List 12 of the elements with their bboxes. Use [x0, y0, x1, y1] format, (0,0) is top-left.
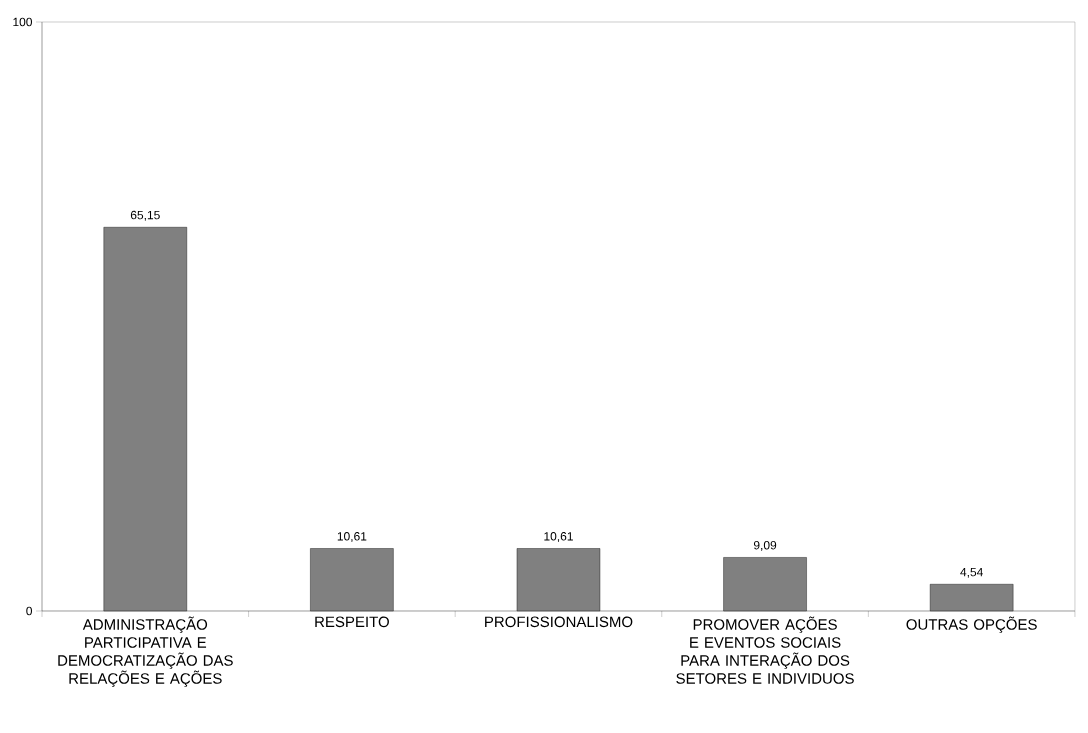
x-tick-label: RESPEITO: [315, 616, 389, 628]
data-label: 65,15: [130, 210, 160, 221]
data-label: 10,61: [337, 532, 367, 542]
data-label: 4,54: [960, 567, 983, 578]
x-tick-label: ADMINISTRAÇÃO PARTICIPATIVA E DEMOCRATIZAÇÃO DAS RELAÇÕES E AÇÕES: [58, 616, 233, 687]
x-tick-label: PROMOVER AÇÕES E EVENTOS SOCIAIS PARA INTERAÇÃO DOS SETORES E INDIVIDUOS: [676, 616, 854, 684]
data-label: 10,61: [544, 532, 573, 542]
y-tick-label: 0: [26, 606, 33, 616]
data-label: 9,09: [753, 541, 777, 551]
x-tick-label: PROFISSIONALISMO: [485, 616, 633, 628]
x-tick-label: OUTRAS OPÇÕES: [906, 616, 1037, 633]
y-tick-label: 100: [13, 17, 33, 27]
